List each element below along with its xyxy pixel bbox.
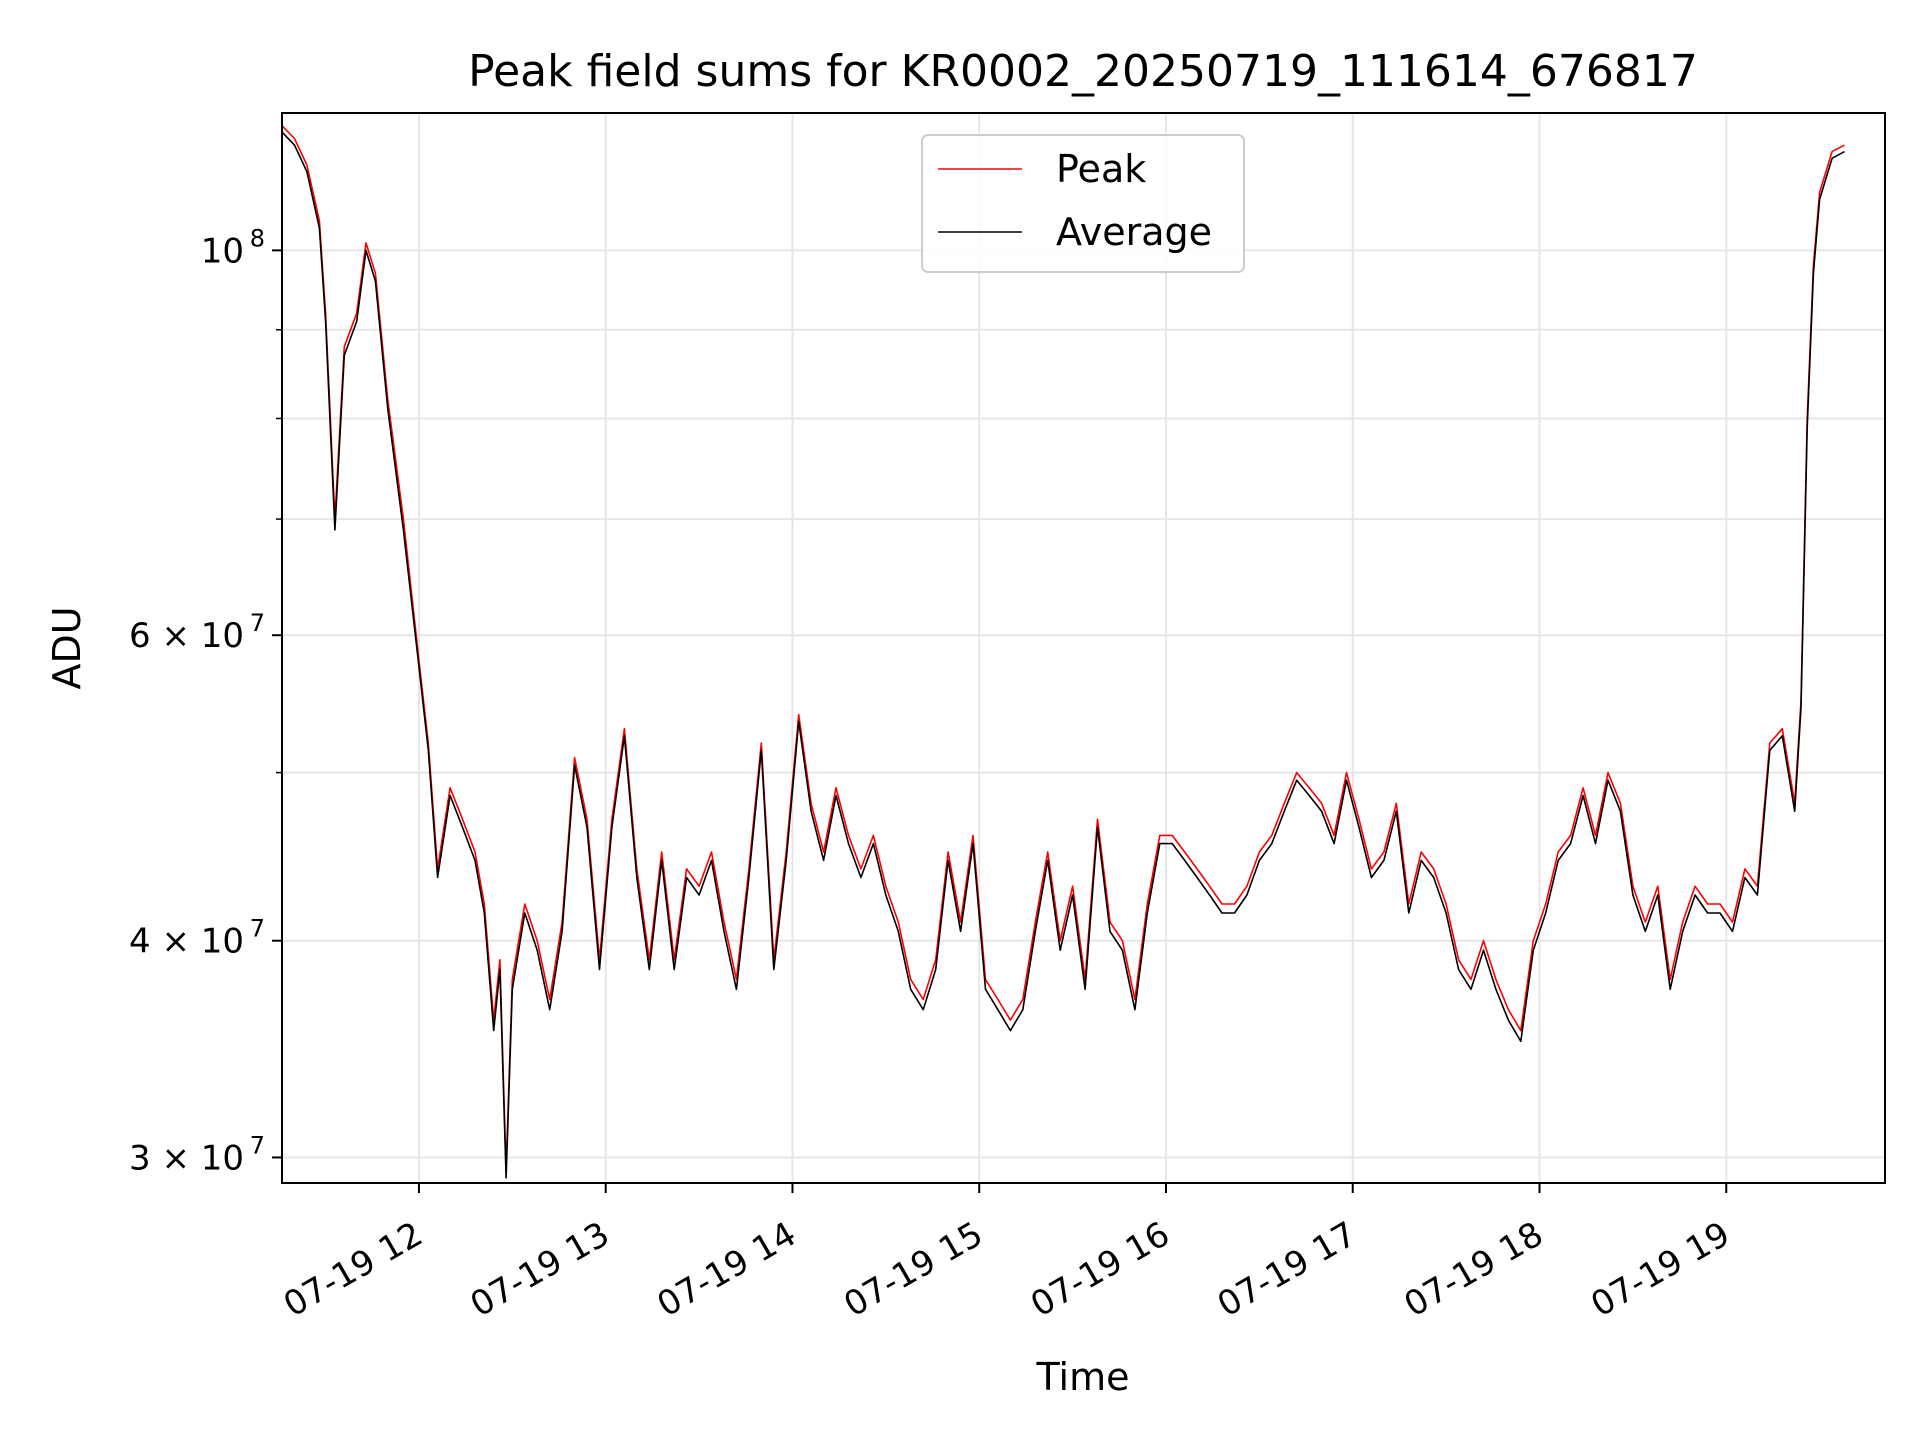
- x-axis-label: Time: [1036, 1355, 1130, 1399]
- y-tick-label: 3 × 10: [129, 1138, 244, 1178]
- y-tick-label: 10: [201, 231, 244, 271]
- y-tick-exponent: 7: [250, 1131, 265, 1159]
- grid-lines: [282, 113, 1885, 1183]
- y-axis: 10 86 × 10 74 × 10 73 × 10 7: [129, 224, 282, 1178]
- y-tick-exponent: 8: [250, 224, 265, 252]
- y-axis-label: ADU: [45, 606, 89, 689]
- y-tick-label: 4 × 10: [129, 922, 244, 962]
- series-layer: [281, 125, 1845, 1179]
- average-series-line: [281, 131, 1845, 1179]
- y-tick-exponent: 7: [250, 915, 265, 943]
- y-tick-label: 6 × 10: [129, 616, 244, 656]
- chart-title: Peak field sums for KR0002_20250719_1116…: [468, 46, 1698, 97]
- legend: Peak Average: [921, 134, 1245, 273]
- legend-peak-label: Peak: [1056, 147, 1146, 191]
- y-tick-exponent: 7: [250, 609, 265, 637]
- plot-area-frame: [281, 112, 1886, 1184]
- legend-average-label: Average: [1056, 210, 1212, 254]
